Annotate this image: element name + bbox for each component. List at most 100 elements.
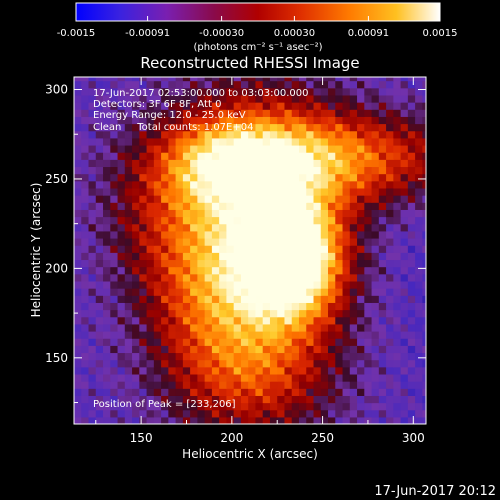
heatmap-cell <box>146 80 155 89</box>
heatmap-cell <box>298 280 307 289</box>
heatmap-cell <box>320 388 329 396</box>
heatmap-cell <box>146 352 155 361</box>
heatmap-cell <box>291 345 300 354</box>
heatmap-cell <box>219 416 228 424</box>
heatmap-cell <box>393 309 402 318</box>
heatmap-cell <box>219 77 228 82</box>
heatmap-cell <box>190 345 198 354</box>
heatmap-cell <box>262 166 271 175</box>
heatmap-cell <box>342 80 351 89</box>
heatmap-cell <box>415 209 423 218</box>
heatmap-cell <box>364 316 373 325</box>
heatmap-cell <box>269 77 278 82</box>
heatmap-cell <box>342 109 351 117</box>
heatmap-cell <box>81 223 90 232</box>
heatmap-cell <box>291 216 300 225</box>
heatmap-cell <box>226 381 235 389</box>
heatmap-cell <box>313 338 322 346</box>
heatmap-cell <box>139 187 148 196</box>
heatmap-cell <box>146 409 155 418</box>
heatmap-cell <box>378 316 387 325</box>
heatmap-cell <box>269 373 278 382</box>
heatmap-cell <box>298 409 307 418</box>
plot-frame <box>73 76 427 425</box>
heatmap-cell <box>146 402 155 411</box>
heatmap-cell <box>204 302 213 311</box>
heatmap-cell <box>226 216 235 225</box>
heatmap-cell <box>81 402 90 411</box>
heatmap-cell <box>175 280 184 289</box>
heatmap-cell <box>182 295 191 303</box>
heatmap-cell <box>255 237 264 246</box>
heatmap-cell <box>364 409 373 418</box>
heatmap-cell <box>407 266 416 275</box>
heatmap-cell <box>320 309 329 318</box>
heatmap-cell <box>117 245 126 253</box>
heatmap-cell <box>197 173 206 182</box>
heatmap-cell <box>146 245 155 253</box>
heatmap-cell <box>248 295 257 303</box>
heatmap-cell <box>255 180 264 189</box>
heatmap-cell <box>182 116 191 125</box>
heatmap-cell <box>277 209 286 218</box>
heatmap-cell <box>335 80 344 89</box>
heatmap-cell <box>422 402 426 411</box>
heatmap-cell <box>204 338 213 346</box>
heatmap-cell <box>211 166 220 175</box>
heatmap-cell <box>110 237 119 246</box>
heatmap-cell <box>103 266 111 275</box>
heatmap-cell <box>386 80 394 89</box>
heatmap-cell <box>335 395 344 404</box>
heatmap-cell <box>422 252 426 261</box>
heatmap-cell <box>81 316 90 325</box>
heatmap-cell <box>95 381 104 389</box>
heatmap-cell <box>320 123 329 132</box>
heatmap-cell <box>132 109 140 117</box>
heatmap-cell <box>132 416 140 424</box>
heatmap-cell <box>277 216 286 225</box>
heatmap-cell <box>298 395 307 404</box>
heatmap-cell <box>284 180 293 189</box>
heatmap-cell <box>153 137 162 146</box>
heatmap-cell <box>349 345 358 354</box>
heatmap-cell <box>255 302 264 311</box>
heatmap-cell <box>211 352 220 361</box>
heatmap-cell <box>197 80 206 89</box>
heatmap-cell <box>211 187 220 196</box>
heatmap-cell <box>422 323 426 332</box>
heatmap-cell <box>153 245 162 253</box>
heatmap-cell <box>335 223 344 232</box>
heatmap-cell <box>349 388 358 396</box>
heatmap-cell <box>364 359 373 368</box>
heatmap-cell <box>204 173 213 182</box>
heatmap-cell <box>175 152 184 160</box>
heatmap-cell <box>233 330 242 339</box>
heatmap-cell <box>320 180 329 189</box>
heatmap-cell <box>211 316 220 325</box>
heatmap-cell <box>349 94 358 103</box>
heatmap-cell <box>291 366 300 375</box>
heatmap-cell <box>284 416 293 424</box>
heatmap-cell <box>74 144 82 153</box>
heatmap-cell <box>146 109 155 117</box>
heatmap-cell <box>393 330 402 339</box>
heatmap-cell <box>139 202 148 210</box>
heatmap-cell <box>132 295 140 303</box>
heatmap-cell <box>422 280 426 289</box>
heatmap-cell <box>240 295 249 303</box>
heatmap-cell <box>103 259 111 268</box>
heatmap-cell <box>262 94 271 103</box>
heatmap-cell <box>226 102 235 110</box>
heatmap-cell <box>95 80 104 89</box>
heatmap-cell <box>132 223 140 232</box>
heatmap-cell <box>342 409 351 418</box>
heatmap-cell <box>211 94 220 103</box>
heatmap-cell <box>386 252 394 261</box>
heatmap-cell <box>328 323 336 332</box>
heatmap-cell <box>95 288 104 296</box>
heatmap-cell <box>364 259 373 268</box>
heatmap-cell <box>306 359 315 368</box>
heatmap-cell <box>74 288 82 296</box>
heatmap-cell <box>95 94 104 103</box>
heatmap-cell <box>95 102 104 110</box>
